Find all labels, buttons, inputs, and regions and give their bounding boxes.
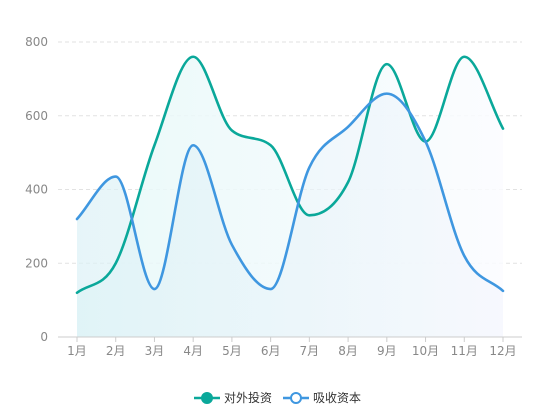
data-point[interactable]	[113, 260, 119, 266]
legend-marker	[201, 392, 213, 404]
series-lines	[74, 54, 506, 296]
y-tick-label: 0	[40, 330, 48, 344]
data-point[interactable]	[500, 126, 506, 132]
x-tick-label: 2月	[106, 344, 126, 358]
x-tick-label: 1月	[67, 344, 87, 358]
series-line	[75, 92, 505, 293]
data-point[interactable]	[229, 242, 235, 248]
data-point[interactable]	[190, 142, 196, 148]
x-tick-label: 10月	[412, 344, 439, 358]
x-tick-label: 7月	[300, 344, 320, 358]
data-point[interactable]	[384, 61, 390, 67]
data-point[interactable]	[268, 286, 274, 292]
area-fills	[77, 56, 503, 337]
data-point[interactable]	[306, 212, 312, 218]
x-tick-label: 5月	[222, 344, 242, 358]
data-point[interactable]	[384, 91, 390, 97]
data-point[interactable]	[151, 286, 157, 292]
legend-label: 吸收资本	[313, 391, 361, 405]
data-point[interactable]	[268, 142, 274, 148]
data-point[interactable]	[306, 164, 312, 170]
y-tick-label: 400	[25, 183, 48, 197]
data-point[interactable]	[74, 290, 80, 296]
data-point[interactable]	[151, 142, 157, 148]
x-tick-label: 6月	[261, 344, 281, 358]
y-tick-label: 600	[25, 109, 48, 123]
axes: 0 200 400 600 800 1月 2月 3月 4月 5月 6月 7月 8月 9月 10月 11月 12月	[25, 35, 522, 358]
data-point[interactable]	[190, 54, 196, 60]
x-tick-label: 11月	[451, 344, 478, 358]
data-point[interactable]	[229, 128, 235, 134]
data-point[interactable]	[113, 174, 119, 180]
data-point[interactable]	[74, 216, 80, 222]
data-point[interactable]	[461, 253, 467, 259]
data-point[interactable]	[423, 139, 429, 145]
data-point[interactable]	[461, 54, 467, 60]
legend-item[interactable]: 吸收资本	[283, 391, 361, 405]
legend[interactable]: 对外投资 吸收资本	[194, 390, 361, 405]
legend-label: 对外投资	[224, 390, 272, 405]
legend-marker	[290, 392, 302, 404]
x-tick-label: 8月	[338, 344, 358, 358]
data-point[interactable]	[345, 124, 351, 130]
legend-item[interactable]: 对外投资	[194, 390, 272, 405]
y-tick-label: 200	[25, 256, 48, 270]
series-line	[75, 55, 505, 295]
x-tick-label: 4月	[183, 344, 203, 358]
y-tick-label: 800	[25, 35, 48, 49]
x-tick-label: 3月	[145, 344, 165, 358]
x-tick-label: 9月	[377, 344, 397, 358]
data-point[interactable]	[500, 288, 506, 294]
area-fill	[77, 93, 503, 337]
x-tick-label: 12月	[489, 344, 516, 358]
data-point[interactable]	[345, 179, 351, 185]
